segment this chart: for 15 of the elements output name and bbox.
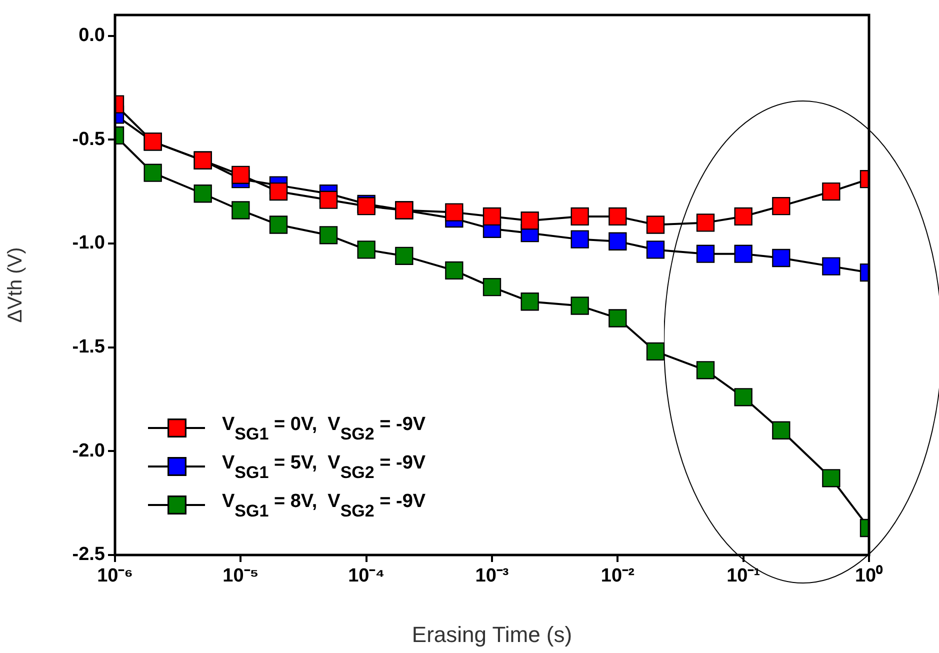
x-tick-label: 10⁰ <box>854 564 884 587</box>
x-axis-title: Erasing Time (s) <box>412 622 572 647</box>
y-tick-label: -1.5 <box>72 336 106 358</box>
y-tick-label: -1.0 <box>72 232 105 254</box>
y-tick-label: -0.5 <box>72 128 106 150</box>
x-tick-label: 10⁻² <box>600 566 634 587</box>
x-tick-label: 10⁻⁵ <box>222 566 259 587</box>
x-tick-label: 10⁻⁴ <box>348 566 385 587</box>
x-tick-label: 10⁻⁶ <box>97 566 133 587</box>
x-tick-label: 10⁻³ <box>475 566 509 587</box>
y-tick-label: 0.0 <box>78 25 105 46</box>
y-axis-title: ΔVth (V) <box>4 247 27 323</box>
y-tick-label: -2.0 <box>72 440 105 462</box>
x-tick-label: 10⁻¹ <box>726 566 760 587</box>
y-tick-label: -2.5 <box>72 544 106 566</box>
